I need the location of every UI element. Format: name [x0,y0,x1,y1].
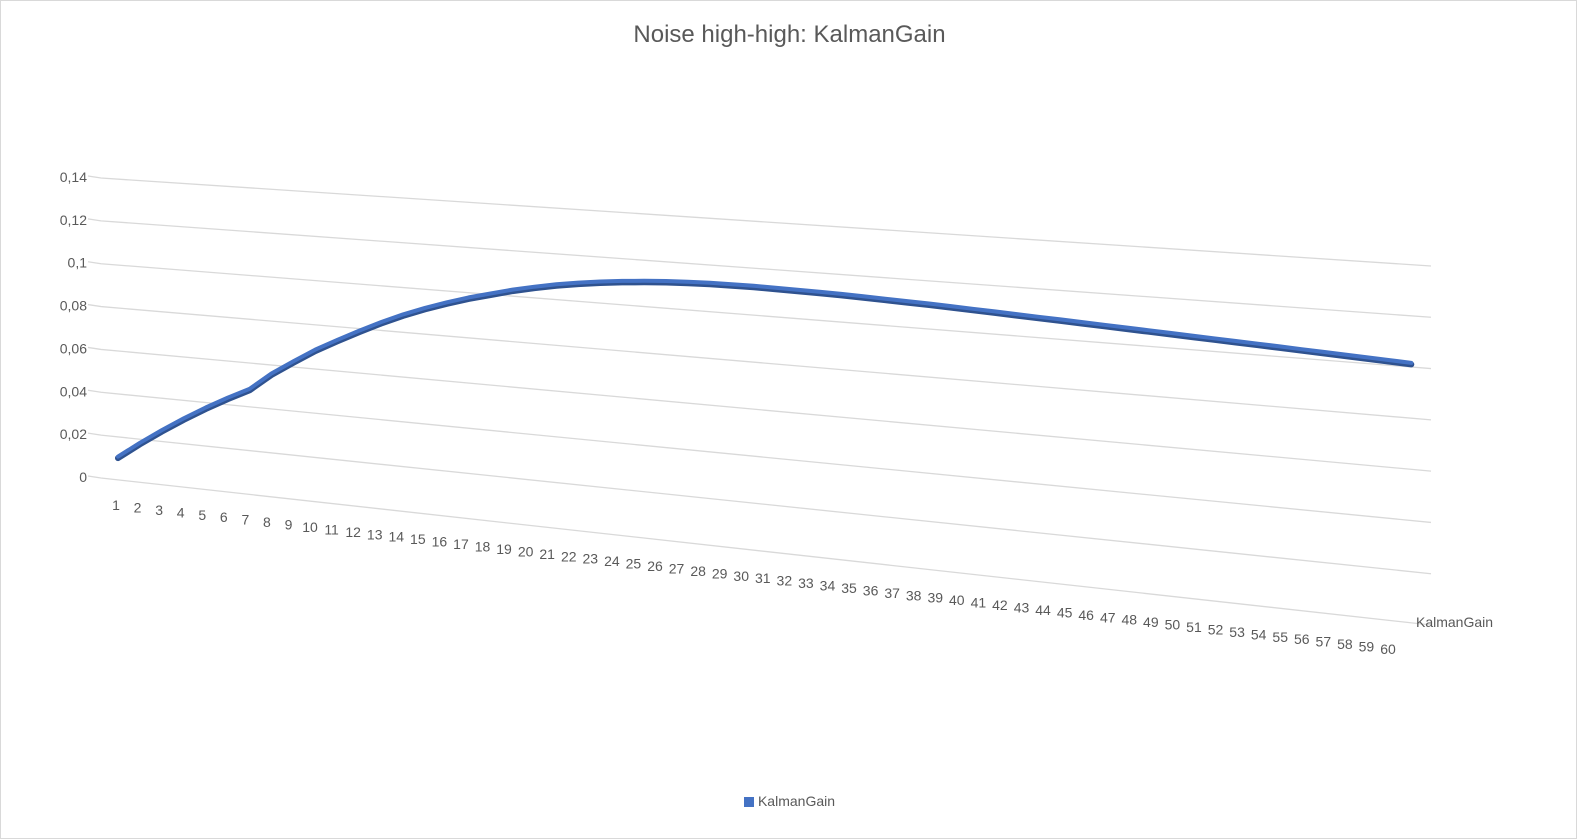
x-tick-label: 44 [1035,602,1051,618]
x-tick-label: 45 [1057,604,1073,620]
x-tick-label: 41 [971,595,987,611]
x-tick-label: 9 [285,517,293,533]
x-tick-label: 4 [177,504,185,520]
x-tick-label: 11 [324,521,339,537]
gridline [88,262,1431,369]
x-tick-label: 43 [1014,600,1030,616]
gridline [88,176,1431,266]
x-tick-label: 37 [884,585,900,601]
x-tick-label: 51 [1186,619,1202,635]
x-tick-label: 28 [690,563,706,579]
x-tick-label: 17 [453,536,469,552]
x-tick-label: 31 [755,570,771,586]
x-tick-label: 25 [626,556,642,572]
y-tick-label: 0 [79,469,87,485]
x-tick-label: 59 [1359,639,1375,655]
x-tick-label: 53 [1229,624,1245,640]
legend-label: KalmanGain [758,793,835,809]
x-tick-label: 7 [241,512,249,528]
x-tick-label: 40 [949,592,965,608]
x-tick-label: 48 [1121,612,1137,628]
x-tick-label: 30 [733,568,749,584]
x-tick-label: 46 [1078,607,1094,623]
x-tick-label: 50 [1165,617,1181,633]
x-tick-label: 49 [1143,614,1159,630]
legend: KalmanGain [1,793,1577,809]
y-tick-label: 0,06 [60,340,87,356]
y-tick-label: 0,14 [60,169,87,185]
y-axis-ticks: 0 0,02 0,04 0,06 0,08 0,1 0,12 0,14 [60,169,87,485]
x-tick-label: 13 [367,526,383,542]
x-tick-label: 1 [112,497,120,513]
x-tick-label: 56 [1294,631,1310,647]
x-tick-label: 29 [712,565,728,581]
x-tick-label: 27 [669,560,685,576]
x-tick-label: 12 [345,524,361,540]
x-tick-label: 58 [1337,636,1353,652]
series-line-shadow [118,282,1411,458]
x-tick-label: 10 [302,519,318,535]
x-tick-label: 60 [1380,641,1396,657]
x-tick-label: 52 [1208,621,1224,637]
x-tick-label: 8 [263,514,271,530]
legend-swatch [744,797,754,807]
x-tick-label: 33 [798,575,814,591]
x-tick-label: 34 [820,578,836,594]
x-tick-label: 55 [1272,629,1288,645]
gridline [88,219,1431,317]
x-tick-label: 18 [475,538,491,554]
x-tick-label: 14 [388,529,404,545]
x-tick-label: 24 [604,553,620,569]
x-tick-label: 54 [1251,626,1267,642]
x-tick-label: 6 [220,509,228,525]
x-tick-label: 42 [992,597,1008,613]
x-tick-label: 38 [906,587,922,603]
x-tick-label: 20 [518,543,534,559]
x-tick-label: 21 [539,546,555,562]
x-tick-label: 5 [198,507,206,523]
y-tick-label: 0,04 [60,383,87,399]
x-tick-label: 47 [1100,609,1116,625]
x-tick-label: 39 [927,590,943,606]
x-tick-label: 57 [1316,634,1332,650]
gridline [88,476,1431,625]
y-tick-label: 0,08 [60,298,87,314]
x-tick-label: 19 [496,541,512,557]
x-tick-label: 22 [561,548,577,564]
gridlines [88,176,1431,625]
x-tick-label: 26 [647,558,663,574]
series-kalmangain [118,281,1411,458]
x-tick-label: 36 [863,582,879,598]
x-tick-label: 23 [583,551,599,567]
x-tick-label: 15 [410,531,426,547]
gridline [88,433,1431,574]
y-tick-label: 0,12 [60,212,87,228]
x-tick-label: 32 [777,573,793,589]
x-tick-label: 35 [841,580,857,596]
x-tick-label: 2 [134,499,142,515]
y-tick-label: 0,1 [68,255,88,271]
y-tick-label: 0,02 [60,426,87,442]
x-tick-label: 3 [155,502,163,518]
x-tick-label: 16 [432,534,448,550]
depth-axis-label: KalmanGain [1416,614,1493,630]
